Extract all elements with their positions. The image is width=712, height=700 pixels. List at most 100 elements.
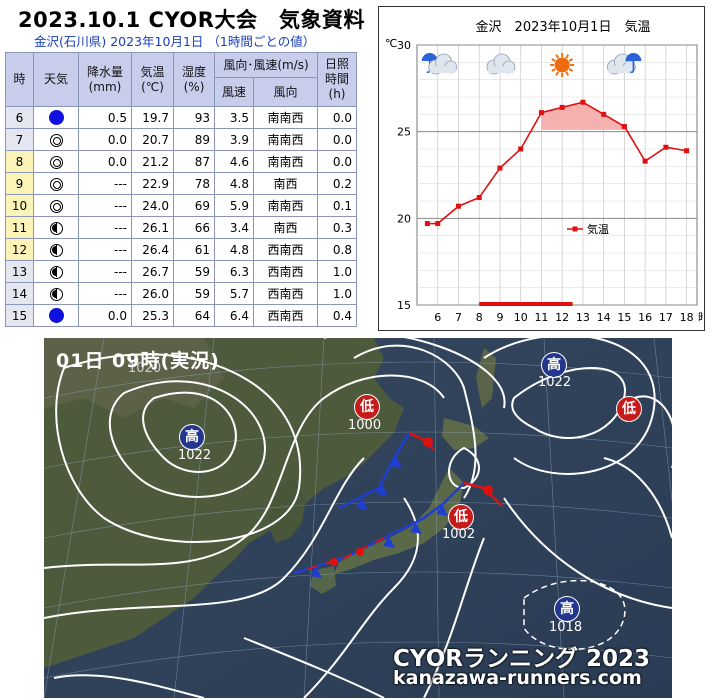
cell-weather bbox=[33, 106, 79, 129]
cell-hour: 8 bbox=[5, 150, 34, 173]
cell-wind-dir: 西南西 bbox=[253, 304, 318, 327]
cell-temp: 26.0 bbox=[131, 282, 174, 305]
col-wind: 風向･風速(m/s) bbox=[214, 52, 318, 78]
cell-precip: --- bbox=[78, 260, 132, 283]
low-pressure-icon: 低 bbox=[354, 394, 380, 420]
data-point bbox=[663, 144, 669, 150]
x-unit-label: 時 bbox=[698, 311, 703, 324]
cell-sun: 0.0 bbox=[317, 150, 357, 173]
x-tick-label: 17 bbox=[659, 311, 673, 324]
cell-temp: 26.4 bbox=[131, 238, 174, 261]
cell-humidity: 69 bbox=[173, 194, 215, 217]
sun-icon bbox=[550, 53, 575, 77]
table-row: 8 0.0 21.2 87 4.6 南南西 0.0 bbox=[5, 150, 357, 173]
event-bar bbox=[479, 302, 573, 306]
brand-url: kanazawa-runners.com bbox=[393, 667, 642, 689]
cell-hour: 15 bbox=[5, 304, 34, 327]
continent-north bbox=[44, 338, 224, 418]
x-tick-label: 9 bbox=[496, 311, 503, 324]
col-wind-dir: 風向 bbox=[253, 77, 318, 107]
cell-sun: 0.0 bbox=[317, 106, 357, 129]
cell-wind-speed: 3.9 bbox=[214, 128, 254, 151]
x-tick-label: 13 bbox=[576, 311, 590, 324]
plot-area bbox=[416, 44, 698, 306]
cell-temp: 21.2 bbox=[131, 150, 174, 173]
cell-temp: 20.7 bbox=[131, 128, 174, 151]
data-point bbox=[435, 221, 441, 227]
cell-wind-dir: 南西 bbox=[253, 216, 318, 239]
cell-humidity: 66 bbox=[173, 216, 215, 239]
data-point bbox=[538, 110, 544, 116]
cell-hour: 11 bbox=[5, 216, 34, 239]
data-point bbox=[580, 99, 586, 105]
cell-wind-speed: 6.3 bbox=[214, 260, 254, 283]
data-point bbox=[497, 165, 503, 171]
fine-weather-icon bbox=[49, 287, 63, 301]
cell-wind-dir: 西南西 bbox=[253, 238, 318, 261]
cell-precip: --- bbox=[78, 238, 132, 261]
data-point bbox=[476, 195, 482, 201]
table-row: 6 0.5 19.7 93 3.5 南南西 0.0 bbox=[5, 106, 357, 129]
data-point bbox=[621, 123, 627, 129]
legend-label: 気温 bbox=[587, 222, 609, 236]
cell-humidity: 78 bbox=[173, 172, 215, 195]
cell-hour: 6 bbox=[5, 106, 34, 129]
cloudy-weather-icon bbox=[49, 155, 63, 169]
x-tick-label: 14 bbox=[597, 311, 611, 324]
cloud-icon bbox=[428, 53, 458, 75]
japan-hokkaido bbox=[442, 418, 489, 450]
front-lines bbox=[293, 431, 503, 578]
cell-wind-speed: 4.8 bbox=[214, 238, 254, 261]
cell-weather bbox=[33, 260, 79, 283]
data-point bbox=[455, 203, 461, 209]
cell-temp: 19.7 bbox=[131, 106, 174, 129]
cell-hour: 9 bbox=[5, 172, 34, 195]
col-humidity: 湿度 (%) bbox=[173, 52, 215, 107]
brand-title: CYORランニング 2023 bbox=[393, 646, 650, 672]
cell-precip: 0.0 bbox=[78, 304, 132, 327]
cell-weather bbox=[33, 194, 79, 217]
cell-weather bbox=[33, 238, 79, 261]
x-tick-label: 7 bbox=[455, 311, 462, 324]
weather-table: 時 天気 降水量 (mm) 気温 (℃) 湿度 (%) 風向･風速(m/s) 日照 時間… bbox=[5, 52, 357, 327]
cell-precip: --- bbox=[78, 216, 132, 239]
cell-hour: 10 bbox=[5, 194, 34, 217]
cell-wind-dir: 西南西 bbox=[253, 282, 318, 305]
col-precip: 降水量 (mm) bbox=[78, 52, 132, 107]
data-point bbox=[424, 221, 430, 227]
cell-humidity: 87 bbox=[173, 150, 215, 173]
x-tick-label: 18 bbox=[680, 311, 694, 324]
low-pressure-icon: 低 bbox=[448, 504, 474, 530]
x-tick-label: 10 bbox=[514, 311, 528, 324]
temperature-chart: 15 20 25 30 6 7 89 10 11 12 13 14 15 16 17 18 時 ℃ 金沢 2023年… bbox=[378, 6, 709, 331]
pressure-value: 1002 bbox=[442, 527, 476, 542]
cell-wind-speed: 4.8 bbox=[214, 172, 254, 195]
cell-weather bbox=[33, 304, 79, 327]
map-title: 01日 09時(実況) bbox=[56, 350, 220, 372]
cell-humidity: 89 bbox=[173, 128, 215, 151]
high-pressure-icon: 高 bbox=[541, 352, 567, 378]
cell-wind-speed: 6.4 bbox=[214, 304, 254, 327]
pressure-value: 1022 bbox=[178, 448, 212, 463]
fine-weather-icon bbox=[49, 221, 63, 235]
x-tick-label: 8 bbox=[476, 311, 483, 324]
cloud-icon bbox=[486, 53, 516, 75]
y-tick-label: 15 bbox=[397, 299, 411, 312]
cell-sun: 1.0 bbox=[317, 260, 357, 283]
data-point bbox=[518, 146, 524, 152]
continent-landmass bbox=[44, 338, 404, 668]
table-row: 11 --- 26.1 66 3.4 南西 0.3 bbox=[5, 216, 357, 239]
weather-map: 01日 09時(実況) 高 1022 低 1000 低 1002 高 1022 … bbox=[44, 338, 672, 698]
pressure-value: 1000 bbox=[348, 418, 382, 433]
cell-weather bbox=[33, 150, 79, 173]
cell-wind-speed: 3.4 bbox=[214, 216, 254, 239]
cell-temp: 25.3 bbox=[131, 304, 174, 327]
page-subtitle: 金沢(石川県) 2023年10月1日 （1時間ごとの値） bbox=[34, 34, 316, 49]
cell-wind-dir: 南南西 bbox=[253, 150, 318, 173]
y-tick-label: 20 bbox=[397, 212, 411, 225]
cell-humidity: 59 bbox=[173, 260, 215, 283]
page-title: 2023.10.1 CYOR大会 気象資料 bbox=[18, 8, 365, 32]
cell-sun: 0.0 bbox=[317, 128, 357, 151]
x-tick-label: 16 bbox=[638, 311, 652, 324]
col-hour: 時 bbox=[5, 52, 34, 107]
